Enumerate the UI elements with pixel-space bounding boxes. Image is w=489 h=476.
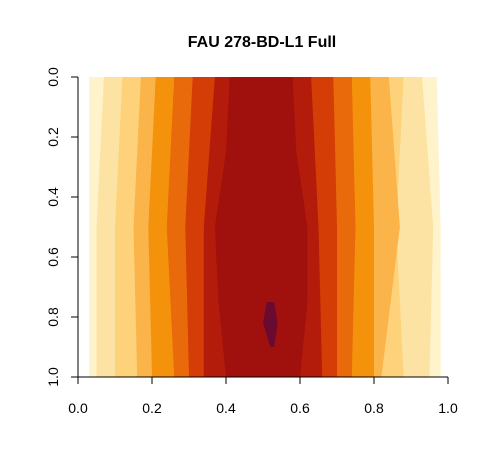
x-tick-label: 1.0 [438, 400, 458, 416]
x-tick-label: 0.0 [68, 400, 88, 416]
plot-area [78, 77, 448, 377]
chart-title: FAU 278-BD-L1 Full [188, 34, 336, 51]
axes: 0.0 0.2 0.4 0.6 0.8 1.0 0.0 0.2 0.4 0.6 0.8 1.0 [45, 67, 458, 416]
x-tick-label: 0.2 [142, 400, 162, 416]
y-tick-label: 0.6 [45, 247, 61, 267]
contour-band-level-10 [263, 302, 278, 347]
x-tick-label: 0.4 [216, 400, 236, 416]
y-tick-label: 0.8 [45, 307, 61, 327]
y-tick-label: 1.0 [45, 367, 61, 387]
x-tick-label: 0.8 [364, 400, 384, 416]
contour-band-level-9 [214, 77, 308, 377]
y-tick-label: 0.2 [45, 127, 61, 147]
x-tick-label: 0.6 [290, 400, 310, 416]
y-tick-label: 0.4 [45, 187, 61, 207]
y-tick-label: 0.0 [45, 67, 61, 87]
